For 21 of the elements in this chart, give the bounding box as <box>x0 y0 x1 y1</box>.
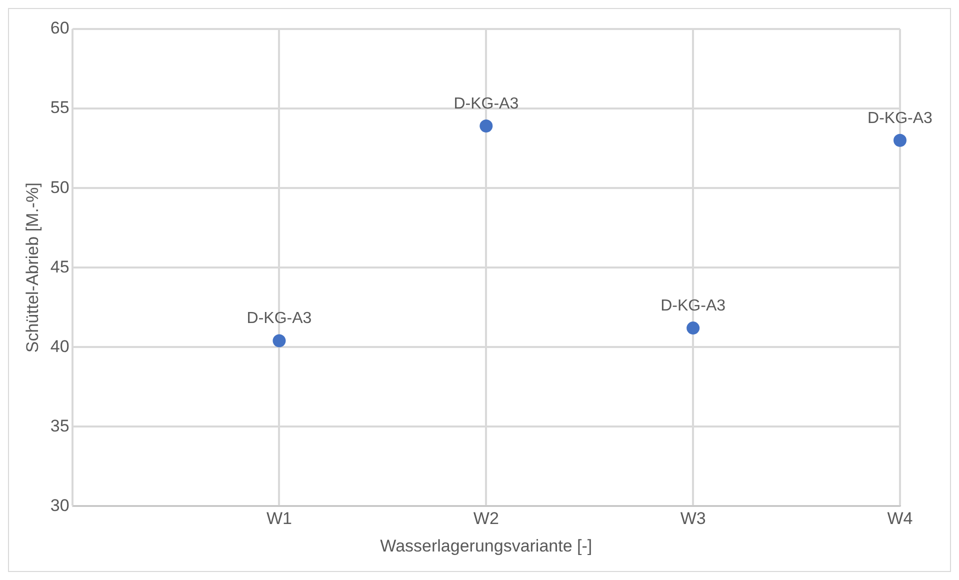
y-tick-label: 30 <box>50 496 70 515</box>
annotation: D-KG-A3 <box>246 310 312 328</box>
y-tick-label: 45 <box>50 257 70 276</box>
point <box>480 120 493 133</box>
y-tick-label: 40 <box>50 336 70 356</box>
annotation: D-KG-A3 <box>868 110 933 127</box>
x-tick-label: W4 <box>887 509 913 528</box>
annotation: D-KG-A3 <box>660 297 726 314</box>
y-tick-label: 60 <box>50 18 70 38</box>
y-tick-label: 50 <box>50 178 70 197</box>
point <box>686 322 700 335</box>
y-axis-title: Schüttel-Abrieb [M.-%] <box>22 182 42 353</box>
x-tick-label: W3 <box>680 509 706 528</box>
point <box>894 134 906 147</box>
x-tick-label: W1 <box>266 509 292 528</box>
point <box>272 334 286 348</box>
y-tick-label: 35 <box>50 416 70 436</box>
y-tick-label: 55 <box>50 98 70 118</box>
annotation: D-KG-A3 <box>454 95 519 112</box>
x-tick-label: W2 <box>473 509 499 528</box>
x-axis-title: Wasserlagerungsvariante [-] <box>380 536 592 556</box>
